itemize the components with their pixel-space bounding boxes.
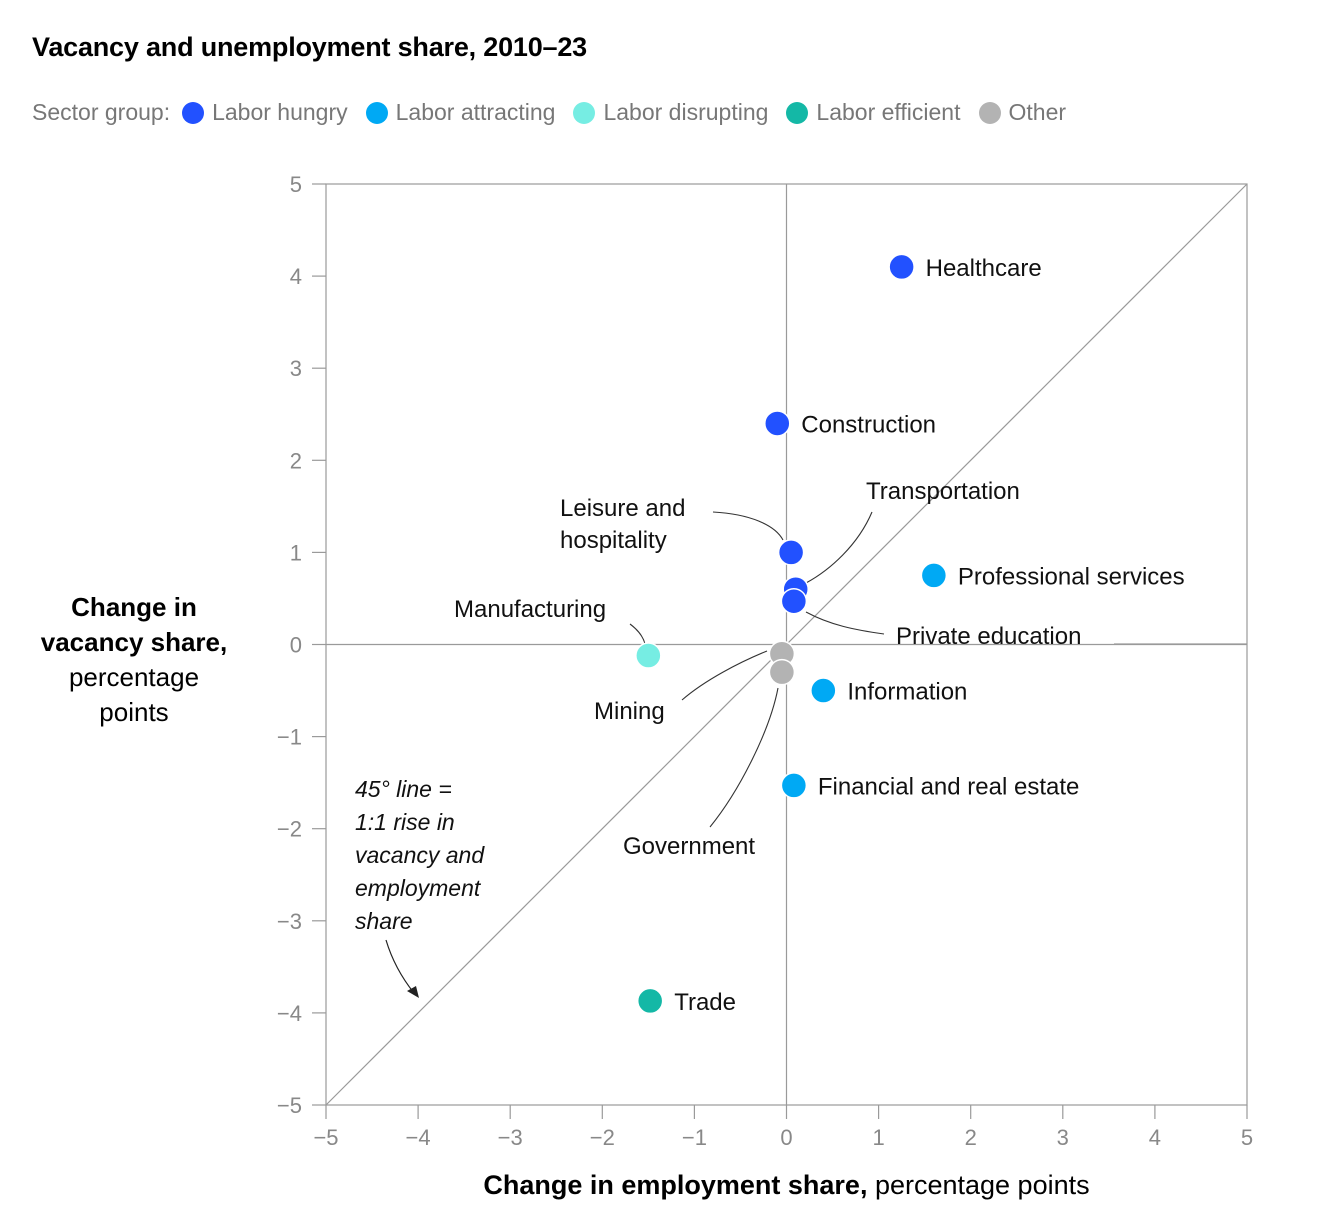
x-tick-label: 3 bbox=[1057, 1125, 1069, 1150]
legend-label: Labor disrupting bbox=[603, 99, 769, 125]
label-mining: Mining bbox=[594, 698, 665, 725]
point-leisure-and-hospitality bbox=[777, 539, 805, 566]
x-tick-label: −2 bbox=[590, 1125, 615, 1150]
legend-lead: Sector group: bbox=[32, 99, 171, 125]
legend-swatch-icon bbox=[365, 101, 388, 124]
y-tick-label: 5 bbox=[290, 172, 302, 197]
label-trade: Trade bbox=[674, 989, 736, 1016]
point-labels: Healthcare Construction Leisure and hospita… bbox=[454, 255, 1185, 1016]
label-construction: Construction bbox=[801, 411, 936, 438]
legend-swatch-icon bbox=[182, 101, 205, 124]
y-axis-title-bold-2: vacancy share, bbox=[40, 627, 228, 657]
point-financial-and-real-estate bbox=[780, 772, 808, 799]
y-tick-label: −4 bbox=[277, 1001, 302, 1026]
label-financial-and-real-estate: Financial and real estate bbox=[818, 773, 1079, 800]
legend-label: Other bbox=[1008, 99, 1067, 125]
x-tick-label: 4 bbox=[1149, 1125, 1161, 1150]
y-axis-title: Change in vacancy share, percentage poin… bbox=[20, 590, 248, 730]
label-leisure-and-hospitality-line1: Leisure and bbox=[560, 495, 685, 522]
y-tick-label: 3 bbox=[290, 356, 302, 381]
legend-label: Labor efficient bbox=[816, 99, 961, 125]
x-axis-title-rest: percentage points bbox=[867, 1170, 1090, 1200]
legend-item-labor-attracting: Labor attracting bbox=[365, 99, 556, 126]
y-tick-label: −1 bbox=[277, 725, 302, 750]
y-axis-title-rest-2: points bbox=[99, 697, 169, 727]
label-professional-services: Professional services bbox=[958, 563, 1185, 590]
leader-government bbox=[709, 687, 779, 828]
leader-private-education bbox=[805, 611, 885, 635]
y-tick-label: 2 bbox=[290, 448, 302, 473]
annotation-line: 1:1 rise in bbox=[355, 809, 455, 835]
leader-leisure-and-hospitality bbox=[712, 511, 784, 541]
legend-item-other: Other bbox=[978, 99, 1067, 126]
point-construction bbox=[764, 410, 791, 437]
leader-transportation bbox=[805, 511, 873, 584]
legend-swatch-icon bbox=[786, 101, 809, 124]
legend-item-labor-hungry: Labor hungry bbox=[182, 99, 348, 126]
y-tick-label: −5 bbox=[277, 1093, 302, 1118]
y-tick-label: −2 bbox=[277, 817, 302, 842]
point-manufacturing bbox=[635, 642, 662, 669]
leader-manufacturing bbox=[629, 623, 646, 645]
label-information: Information bbox=[847, 679, 967, 706]
x-axis-title-bold: Change in employment share, bbox=[483, 1170, 868, 1200]
y-tick-label: 4 bbox=[290, 264, 302, 289]
label-transportation: Transportation bbox=[866, 478, 1020, 505]
x-axis-title: Change in employment share, percentage p… bbox=[326, 1170, 1247, 1201]
leader-mining bbox=[681, 650, 768, 701]
x-tick-label: 0 bbox=[780, 1125, 792, 1150]
x-tick-label: 2 bbox=[965, 1125, 977, 1150]
chart-title: Vacancy and unemployment share, 2010–23 bbox=[32, 32, 587, 62]
legend-item-labor-disrupting: Labor disrupting bbox=[573, 99, 768, 126]
label-healthcare: Healthcare bbox=[926, 255, 1042, 282]
arrow-head-icon bbox=[407, 986, 419, 998]
annotation-line: vacancy and bbox=[355, 842, 485, 868]
label-manufacturing: Manufacturing bbox=[454, 596, 606, 623]
point-trade bbox=[636, 987, 664, 1015]
x-tick-label: −5 bbox=[313, 1125, 338, 1150]
annotation-arrow-line bbox=[385, 939, 415, 994]
axes: 5 4 3 2 1 0 −1 −2 −3 −4 −5 −5 −4 −3 −2 −1 0 1 2 3 4 5 bbox=[277, 172, 1253, 1150]
y-axis-title-bold-1: Change in bbox=[71, 592, 197, 622]
x-tick-label: −4 bbox=[406, 1125, 431, 1150]
point-information bbox=[810, 677, 837, 704]
leader-lines bbox=[629, 511, 1247, 828]
annotation-line: share bbox=[355, 908, 413, 934]
label-private-education: Private education bbox=[896, 623, 1081, 650]
y-tick-label: 1 bbox=[290, 540, 302, 565]
annotation-line: employment bbox=[355, 875, 482, 901]
y-tick-label: −3 bbox=[277, 909, 302, 934]
label-leisure-and-hospitality-line2: hospitality bbox=[560, 527, 667, 554]
point-professional-services bbox=[920, 562, 948, 589]
point-government bbox=[768, 658, 796, 686]
legend: Sector group: Labor hungry Labor attract… bbox=[32, 99, 1084, 126]
point-private-education bbox=[780, 587, 808, 615]
legend-swatch-icon bbox=[573, 101, 596, 124]
y-axis-title-rest-1: percentage bbox=[68, 662, 200, 692]
legend-label: Labor hungry bbox=[212, 99, 348, 125]
point-healthcare bbox=[888, 253, 915, 281]
x-tick-label: −1 bbox=[682, 1125, 707, 1150]
legend-item-labor-efficient: Labor efficient bbox=[786, 99, 961, 126]
y-tick-label: 0 bbox=[290, 633, 302, 658]
points bbox=[635, 253, 948, 1015]
annotation: 45° line = 1:1 rise in vacancy and employme… bbox=[355, 776, 485, 998]
annotation-line: 45° line = bbox=[355, 776, 452, 802]
x-tick-label: 1 bbox=[872, 1125, 884, 1150]
label-government: Government bbox=[623, 833, 755, 860]
x-tick-label: −3 bbox=[498, 1125, 523, 1150]
x-tick-label: 5 bbox=[1241, 1125, 1253, 1150]
legend-label: Labor attracting bbox=[395, 99, 556, 125]
legend-swatch-icon bbox=[978, 101, 1001, 124]
